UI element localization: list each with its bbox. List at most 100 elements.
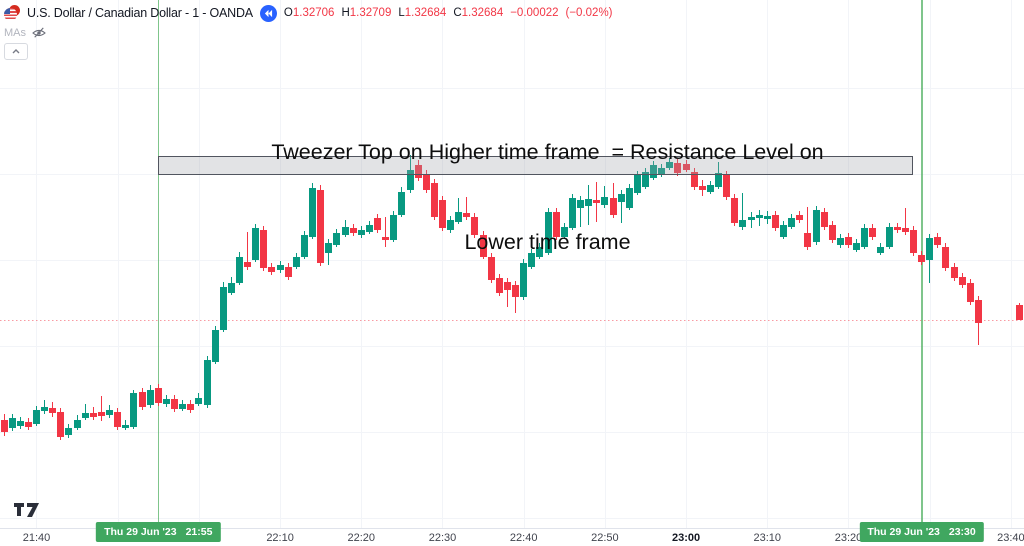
time-axis-label: 21:40	[22, 532, 51, 544]
candle-body	[723, 174, 731, 197]
candle-body	[41, 406, 49, 411]
candle-body	[755, 214, 763, 218]
tradingview-logo[interactable]	[13, 502, 41, 523]
candle-body	[284, 266, 292, 277]
candle-body	[398, 192, 406, 215]
event-marker-line[interactable]	[157, 0, 160, 528]
time-axis-label: 22:10	[266, 532, 294, 544]
candle-body	[252, 228, 260, 260]
candle-body	[601, 196, 609, 205]
eye-off-icon[interactable]	[32, 27, 46, 39]
candle-body	[471, 216, 479, 235]
candle-body	[731, 198, 739, 223]
candle-body	[544, 212, 552, 253]
candle-wick	[742, 192, 744, 230]
badge-date: Thu 29 Jun '23	[867, 526, 940, 538]
candle-body	[512, 284, 520, 297]
vertical-gridline	[361, 0, 363, 528]
candle-body	[57, 412, 65, 437]
candle-body	[325, 242, 333, 253]
candle-body	[682, 164, 690, 170]
candle-body	[966, 282, 974, 302]
candle-wick	[515, 280, 517, 313]
candle-body	[406, 170, 414, 190]
candle-body	[658, 168, 666, 175]
candle-body	[577, 200, 585, 208]
symbol-legend: U.S. Dollar / Canadian Dollar - 1 - OAND…	[4, 4, 613, 60]
time-axis-label: 23:00	[672, 532, 701, 544]
candle-body	[317, 190, 325, 263]
candle-body	[585, 198, 593, 206]
candle-body	[958, 276, 966, 285]
time-axis[interactable]: 21:4021:5022:0022:1022:2022:3022:4022:50…	[0, 528, 1024, 546]
candle-body	[341, 226, 349, 235]
candle-body	[97, 412, 105, 416]
candle-body	[528, 252, 536, 267]
vertical-gridline	[117, 0, 119, 528]
candle-body	[430, 182, 438, 217]
vertical-gridline	[686, 0, 688, 528]
candle-body	[690, 172, 698, 187]
candle-body	[974, 300, 982, 323]
resistance-zone-rectangle[interactable]	[158, 156, 914, 175]
candle-body	[438, 200, 446, 228]
candle-body	[788, 218, 796, 227]
candle-body	[0, 420, 8, 432]
candle-body	[479, 234, 487, 257]
candle-body	[495, 278, 503, 293]
candle-body	[268, 266, 276, 272]
candle-body	[918, 254, 926, 262]
candle-body	[820, 212, 828, 227]
candle-body	[276, 264, 284, 270]
candle-body	[244, 262, 252, 267]
candle-body	[853, 242, 861, 250]
time-axis-label: 22:40	[509, 532, 538, 544]
candle-body	[934, 236, 942, 245]
vertical-gridline	[280, 0, 282, 528]
chart-text-annotation[interactable]: Tweezer Top on Higher time frame = Resis…	[70, 77, 1024, 317]
candle-body	[309, 188, 317, 237]
candle-body	[162, 398, 170, 404]
candle-wick	[385, 216, 387, 247]
candle-body	[763, 216, 771, 219]
candle-body	[16, 420, 24, 426]
vertical-gridline	[1010, 0, 1012, 528]
candle-body	[617, 194, 625, 202]
candle-body	[1015, 305, 1023, 320]
candle-body	[609, 198, 617, 215]
fast-rewind-icon[interactable]	[259, 4, 277, 22]
candle-body	[844, 236, 852, 245]
candle-wick	[84, 404, 86, 420]
candle-body	[641, 172, 649, 187]
candle-body	[374, 218, 382, 230]
candle-body	[49, 408, 57, 413]
annotation-line-2: Lower time frame	[464, 230, 631, 254]
candle-body	[8, 418, 16, 428]
candle-body	[65, 428, 73, 435]
candle-body	[171, 398, 179, 409]
annotation-line-1: Tweezer Top on Higher time frame = Resis…	[271, 140, 824, 164]
candle-body	[138, 392, 146, 407]
candle-body	[414, 164, 422, 178]
candle-wick	[247, 232, 249, 270]
candle-body	[942, 246, 950, 268]
badge-time: 23:30	[948, 526, 976, 538]
candle-body	[893, 226, 901, 230]
candle-body	[235, 256, 243, 283]
candle-body	[715, 172, 723, 187]
vertical-gridline	[767, 0, 769, 528]
time-marker-badge: Thu 29 Jun '23 21:55	[96, 522, 221, 542]
chart-canvas[interactable]	[0, 0, 1024, 528]
candle-body	[747, 216, 755, 220]
legend-collapse-button[interactable]	[4, 43, 28, 60]
horizontal-gridline	[0, 260, 1024, 261]
indicator-label-mas[interactable]: MAs	[4, 27, 26, 39]
symbol-title[interactable]: U.S. Dollar / Canadian Dollar - 1 - OAND…	[27, 6, 253, 20]
candle-body	[739, 220, 747, 227]
candle-body	[227, 282, 235, 293]
candle-body	[520, 262, 528, 297]
candle-body	[447, 220, 455, 230]
candle-body	[593, 200, 601, 203]
candle-body	[828, 224, 836, 240]
time-axis-label: 23:10	[753, 532, 782, 544]
